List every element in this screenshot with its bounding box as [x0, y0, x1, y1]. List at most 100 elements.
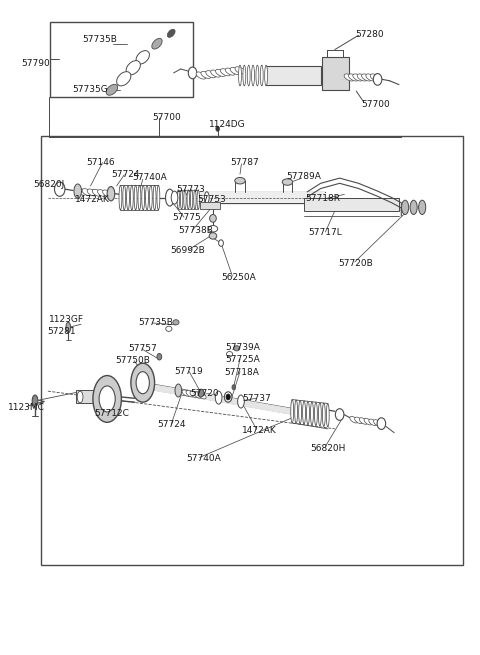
Ellipse shape [350, 417, 358, 423]
Text: 57146: 57146 [86, 158, 114, 167]
Ellipse shape [299, 400, 301, 424]
Ellipse shape [377, 418, 385, 430]
Ellipse shape [370, 74, 380, 81]
Ellipse shape [357, 74, 367, 81]
Ellipse shape [187, 190, 190, 210]
Ellipse shape [216, 69, 226, 77]
Ellipse shape [282, 179, 293, 185]
Ellipse shape [243, 65, 246, 86]
Text: 57738B: 57738B [179, 225, 213, 234]
Text: 57735G: 57735G [72, 85, 108, 94]
Ellipse shape [256, 65, 259, 86]
Ellipse shape [82, 189, 91, 196]
Ellipse shape [77, 391, 83, 403]
Bar [76, 390, 93, 403]
Ellipse shape [318, 403, 321, 426]
Ellipse shape [74, 184, 82, 198]
Ellipse shape [366, 74, 376, 81]
Ellipse shape [103, 190, 112, 196]
Ellipse shape [77, 189, 86, 195]
Ellipse shape [198, 389, 204, 397]
Text: 57712C: 57712C [95, 409, 129, 418]
Text: 57718A: 57718A [224, 368, 259, 377]
Text: 57720B: 57720B [339, 259, 373, 268]
Ellipse shape [369, 419, 377, 426]
Ellipse shape [211, 70, 221, 77]
Ellipse shape [225, 68, 235, 75]
Ellipse shape [196, 72, 206, 79]
Ellipse shape [107, 187, 115, 201]
Ellipse shape [201, 71, 211, 79]
Ellipse shape [226, 394, 230, 400]
Ellipse shape [232, 384, 236, 390]
Text: 57719: 57719 [175, 367, 203, 376]
Text: 1472AK: 1472AK [242, 426, 277, 435]
Text: 57724: 57724 [157, 421, 186, 430]
Text: 57281: 57281 [47, 327, 75, 336]
Ellipse shape [220, 69, 230, 76]
Ellipse shape [99, 386, 115, 412]
Ellipse shape [145, 185, 148, 210]
Text: 57720: 57720 [190, 389, 219, 398]
Text: 57717L: 57717L [308, 227, 342, 236]
Ellipse shape [302, 401, 305, 424]
Ellipse shape [260, 65, 263, 86]
Ellipse shape [171, 191, 178, 204]
Ellipse shape [360, 418, 367, 424]
Ellipse shape [138, 185, 141, 210]
Ellipse shape [191, 190, 193, 210]
Ellipse shape [216, 391, 222, 404]
Text: 56250A: 56250A [221, 273, 256, 282]
Bar [266, 66, 321, 84]
Text: 1124DG: 1124DG [209, 120, 245, 129]
Text: 57775: 57775 [173, 213, 202, 221]
Ellipse shape [168, 29, 175, 37]
Text: 56820J: 56820J [33, 180, 64, 189]
Ellipse shape [198, 392, 206, 399]
Ellipse shape [235, 178, 245, 184]
Text: 57753: 57753 [197, 195, 226, 204]
Text: 57725A: 57725A [225, 356, 260, 364]
Ellipse shape [364, 419, 372, 425]
Bar [41, 136, 463, 565]
Ellipse shape [336, 409, 344, 421]
Ellipse shape [149, 185, 152, 210]
Ellipse shape [353, 74, 363, 81]
Ellipse shape [194, 190, 196, 210]
Ellipse shape [131, 364, 155, 402]
Ellipse shape [419, 200, 426, 214]
Text: 57739A: 57739A [225, 343, 260, 352]
Ellipse shape [373, 420, 382, 426]
Text: 56992B: 56992B [171, 246, 205, 255]
Ellipse shape [209, 233, 217, 239]
Ellipse shape [348, 74, 359, 81]
Ellipse shape [224, 392, 232, 402]
Ellipse shape [307, 402, 310, 424]
Ellipse shape [355, 417, 362, 424]
Text: 57735B: 57735B [82, 35, 117, 45]
Ellipse shape [123, 185, 126, 210]
Ellipse shape [186, 390, 194, 397]
Ellipse shape [410, 200, 417, 214]
Text: 57280: 57280 [356, 30, 384, 39]
Ellipse shape [175, 384, 181, 397]
Ellipse shape [87, 189, 96, 196]
Ellipse shape [264, 65, 267, 86]
Ellipse shape [295, 400, 298, 423]
Ellipse shape [142, 185, 144, 210]
Ellipse shape [344, 74, 354, 81]
Ellipse shape [247, 65, 250, 86]
Ellipse shape [153, 185, 156, 210]
Bar [200, 202, 219, 209]
Text: 57735B: 57735B [138, 318, 173, 327]
Ellipse shape [219, 240, 223, 246]
Text: 1123MC: 1123MC [8, 403, 44, 412]
Text: 57724: 57724 [111, 170, 140, 179]
Ellipse shape [208, 225, 218, 232]
Text: 57750B: 57750B [116, 356, 151, 365]
Ellipse shape [180, 190, 183, 210]
Ellipse shape [126, 61, 140, 75]
Ellipse shape [311, 402, 313, 425]
Ellipse shape [323, 403, 325, 426]
Ellipse shape [166, 326, 172, 331]
